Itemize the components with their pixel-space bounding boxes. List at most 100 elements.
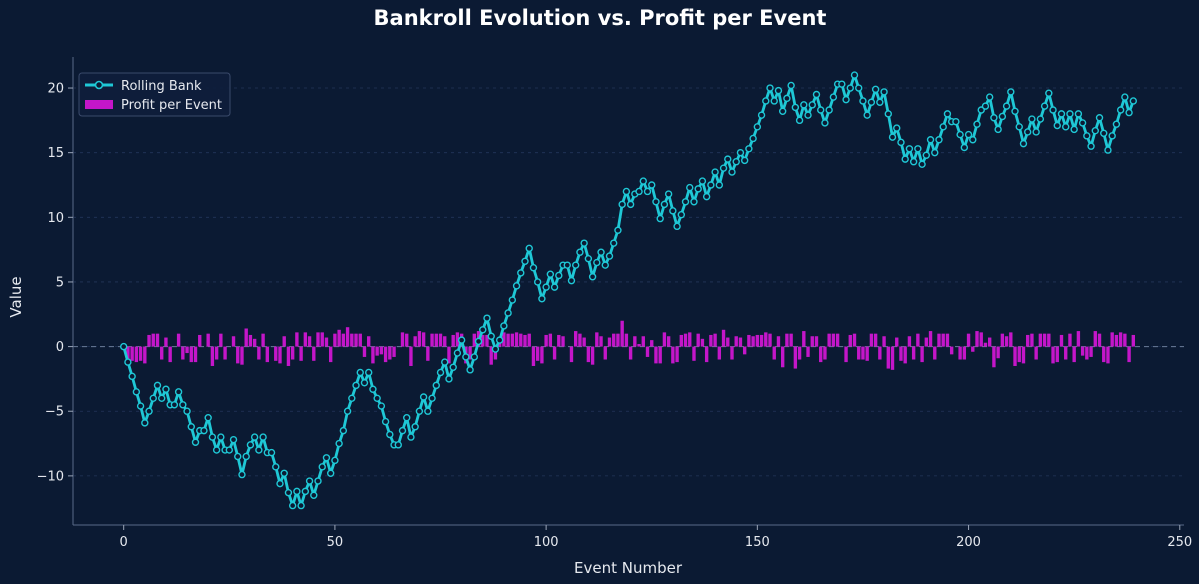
profit-bar	[574, 331, 578, 347]
profit-bar	[882, 336, 886, 347]
profit-bar	[451, 334, 455, 347]
rolling-bank-point	[740, 156, 749, 165]
profit-bar	[713, 333, 717, 347]
rolling-bank-point	[508, 296, 517, 304]
profit-bar	[130, 346, 134, 361]
rolling-bank-point	[749, 134, 757, 143]
profit-bar	[886, 346, 890, 369]
profit-bar	[709, 334, 713, 347]
profit-bar	[966, 333, 971, 347]
rolling-bank-point	[326, 469, 335, 477]
profit-bar	[244, 328, 248, 347]
profit-bar	[506, 333, 510, 347]
rolling-bank-point	[293, 487, 301, 496]
profit-bar	[645, 346, 650, 357]
rolling-bank-point	[305, 477, 314, 485]
rolling-bank-point	[605, 252, 614, 260]
y-tick-label: 10	[47, 211, 64, 226]
rolling-bank-point	[174, 388, 183, 396]
profit-bar	[290, 346, 295, 360]
profit-bar	[345, 327, 350, 347]
profit-bar	[189, 346, 193, 363]
profit-bar	[1118, 332, 1123, 347]
rolling-bank-point	[812, 90, 821, 99]
profit-bar	[316, 332, 320, 347]
rolling-bank-point	[491, 345, 500, 353]
profit-bar	[671, 346, 675, 364]
profit-bar	[485, 334, 489, 347]
rolling-bank-point	[500, 322, 508, 330]
chart-title: Bankroll Evolution vs. Profit per Event	[374, 6, 827, 30]
rolling-bank-point	[529, 264, 538, 272]
rolling-bank-point	[681, 198, 690, 206]
rolling-bank-point	[614, 226, 622, 234]
profit-bar	[371, 346, 375, 364]
profit-bar	[295, 332, 299, 347]
rolling-bank-point	[1011, 107, 1019, 115]
rolling-bank-point	[322, 454, 331, 462]
rolling-bank-point	[555, 271, 563, 280]
profit-bar	[793, 346, 798, 369]
profit-bar	[198, 334, 202, 347]
profit-bar	[907, 336, 912, 347]
profit-bar	[764, 332, 768, 347]
rolling-bank-point	[648, 181, 656, 189]
profit-bar	[1064, 346, 1068, 360]
profit-bar	[240, 346, 244, 365]
rolling-bank-point	[783, 94, 791, 103]
profit-bar	[987, 337, 992, 347]
profit-bar	[1131, 334, 1135, 347]
rolling-bank-point	[859, 97, 867, 105]
rolling-bank-point	[145, 407, 153, 415]
rolling-bank-point	[795, 116, 804, 125]
profit-bar	[447, 346, 451, 364]
profit-bar	[514, 332, 519, 347]
profit-bar	[282, 336, 286, 347]
rolling-bank-point	[964, 130, 973, 139]
rolling-bank-point	[1015, 123, 1023, 131]
rolling-bank-point	[800, 101, 808, 109]
y-tick-label: 5	[56, 275, 64, 290]
rolling-bank-point	[867, 98, 876, 106]
rolling-bank-point	[276, 479, 284, 488]
profit-bar	[544, 334, 548, 347]
legend-label-profit-per-event: Profit per Event	[121, 98, 222, 113]
rolling-bank-point	[229, 435, 238, 444]
rolling-bank-point	[601, 261, 609, 269]
profit-bar	[341, 333, 346, 347]
rolling-bank-point	[246, 441, 255, 449]
rolling-bank-point	[593, 258, 601, 267]
rolling-bank-point	[871, 85, 880, 94]
profit-bar	[1106, 346, 1110, 364]
profit-bar	[827, 333, 831, 347]
rolling-bank-point	[546, 270, 555, 278]
profit-bar	[1030, 333, 1034, 347]
rolling-bank-point	[943, 110, 952, 118]
profit-bar	[438, 333, 443, 347]
rolling-bank-point	[200, 426, 208, 435]
rolling-bank-point	[664, 190, 673, 198]
rolling-bank-point	[259, 433, 267, 441]
rolling-bank-point	[626, 200, 635, 209]
profit-bar	[333, 333, 337, 347]
profit-bar	[751, 336, 755, 347]
profit-bar	[700, 338, 705, 347]
rolling-bank-point	[521, 257, 529, 265]
rolling-bank-point	[694, 185, 702, 193]
profit-bar	[823, 346, 827, 360]
profit-bar	[848, 334, 852, 347]
profit-bar	[628, 346, 633, 360]
rolling-bank-point	[698, 177, 707, 185]
rolling-bank-point	[931, 148, 939, 157]
profit-bar	[426, 346, 430, 361]
rolling-bank-point	[153, 381, 162, 390]
profit-bar	[168, 346, 172, 363]
rolling-bank-point	[567, 276, 576, 285]
profit-bar	[971, 346, 975, 352]
rolling-bank-point	[284, 488, 293, 497]
profit-bar	[802, 331, 806, 347]
rolling-bank-point	[479, 326, 487, 334]
rolling-bank-point	[922, 151, 931, 159]
profit-bar	[814, 336, 819, 347]
profit-bar	[607, 337, 612, 347]
